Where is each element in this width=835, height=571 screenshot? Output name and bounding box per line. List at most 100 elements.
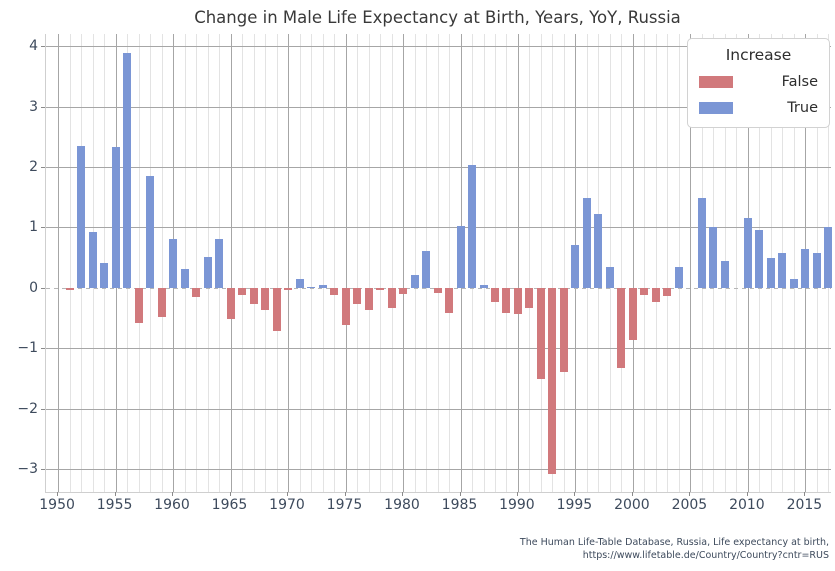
- x-tick-label-1995: 1995: [556, 497, 593, 513]
- x-tick-1960: [172, 492, 173, 496]
- legend-swatch-true: [699, 102, 733, 114]
- bar-2008: [720, 260, 729, 288]
- bar-2012: [766, 258, 775, 288]
- x-tick-1990: [516, 492, 518, 496]
- x-tick-2005: [689, 492, 691, 496]
- gridline-v-1965: [230, 34, 232, 492]
- gridline-v-2009: [736, 34, 738, 492]
- bar-1951: [65, 287, 74, 290]
- gridline-v-1988: [494, 34, 496, 492]
- bar-1985: [456, 225, 465, 288]
- bar-2011: [755, 230, 764, 288]
- gridline-v-1957: [138, 34, 140, 492]
- x-tick-label-2015: 2015: [786, 497, 823, 513]
- bar-2016: [812, 253, 821, 288]
- bar-2004: [674, 267, 683, 288]
- bar-1998: [605, 267, 614, 288]
- x-tick-1965: [229, 492, 231, 496]
- x-tick-2015: [804, 492, 806, 496]
- bar-1967: [249, 287, 258, 305]
- bar-1983: [433, 287, 442, 294]
- gridline-v-2001: [644, 34, 646, 492]
- gridline-v-1969: [276, 34, 278, 492]
- bar-1973: [318, 284, 327, 288]
- y-tick-1: [41, 227, 45, 229]
- bar-1982: [422, 250, 430, 288]
- legend-label-false: False: [781, 74, 818, 90]
- bar-2014: [789, 279, 798, 288]
- gridline-v-2014: [793, 34, 795, 492]
- source-line-2: https://www.lifetable.de/Country/Country…: [582, 550, 829, 562]
- gridline-v-1978: [380, 34, 381, 492]
- bar-1999: [617, 287, 626, 368]
- bar-1969: [272, 287, 281, 331]
- bar-1965: [226, 287, 235, 319]
- bar-1978: [376, 287, 384, 290]
- legend-label-true: True: [787, 100, 818, 116]
- x-tick-label-1970: 1970: [269, 497, 305, 513]
- gridline-v-1981: [414, 34, 416, 492]
- gridline-v-1987: [483, 34, 485, 492]
- y-tick-label-3: 3: [29, 98, 38, 115]
- gridline-v-1962: [196, 34, 197, 492]
- bar-1954: [100, 263, 109, 288]
- chart-title: Change in Male Life Expectancy at Birth,…: [194, 8, 681, 27]
- x-tick-1975: [344, 492, 346, 496]
- legend-entry-true: True: [699, 100, 818, 116]
- x-tick-label-1950: 1950: [39, 497, 75, 513]
- x-tick-label-1980: 1980: [384, 497, 420, 513]
- gridline-v-1984: [449, 34, 450, 492]
- gridline-h--3: [46, 469, 831, 470]
- bar-1981: [410, 274, 419, 288]
- y-tick--1: [41, 348, 45, 350]
- gridline-v-1980: [403, 34, 404, 492]
- legend-entry-false: False: [699, 74, 818, 90]
- gridline-h-1: [46, 227, 831, 229]
- bar-1992: [536, 287, 545, 379]
- x-tick-2010: [746, 492, 748, 496]
- gridline-v-1951: [69, 34, 71, 492]
- bar-1974: [330, 287, 338, 296]
- bar-1993: [548, 287, 557, 474]
- y-tick-label-2: 2: [29, 158, 38, 175]
- gridline-v-1979: [391, 34, 393, 492]
- gridline-v-1990: [517, 34, 519, 492]
- bar-1996: [582, 197, 591, 288]
- gridline-v-1950: [58, 34, 60, 492]
- bar-1957: [134, 287, 143, 324]
- bar-2002: [651, 287, 660, 303]
- bar-2003: [663, 287, 672, 296]
- bar-1990: [513, 287, 522, 314]
- legend-swatch-false: [699, 76, 733, 88]
- x-tick-label-2010: 2010: [729, 497, 765, 513]
- gridline-h-2: [46, 166, 831, 168]
- bar-1975: [341, 287, 350, 326]
- legend: Increase False True: [687, 38, 830, 128]
- plot-area: [45, 34, 833, 493]
- x-tick-label-1985: 1985: [441, 497, 478, 513]
- gridline-v-1993: [552, 34, 554, 492]
- bar-2017: [824, 226, 833, 288]
- y-tick-0: [41, 287, 45, 289]
- x-tick-label-2005: 2005: [671, 497, 708, 513]
- bar-1980: [399, 287, 407, 294]
- y-tick-label--3: −3: [17, 461, 38, 477]
- gridline-h-3: [46, 106, 831, 108]
- bar-2000: [628, 287, 637, 341]
- bar-2015: [801, 249, 810, 288]
- gridline-v-1992: [540, 34, 542, 492]
- bar-1953: [88, 231, 97, 288]
- x-tick-1970: [287, 492, 288, 496]
- gridline-v-1994: [563, 34, 565, 492]
- y-tick-label-1: 1: [29, 219, 38, 236]
- gridline-v-1991: [529, 34, 531, 492]
- x-tick-1995: [574, 492, 576, 496]
- bar-1970: [284, 287, 292, 290]
- gridline-v-2005: [690, 34, 692, 492]
- x-tick-label-1955: 1955: [96, 497, 133, 513]
- gridline-v-1983: [437, 34, 439, 492]
- bar-1963: [203, 257, 212, 288]
- gridline-v-1967: [253, 34, 255, 492]
- bar-2013: [778, 253, 787, 288]
